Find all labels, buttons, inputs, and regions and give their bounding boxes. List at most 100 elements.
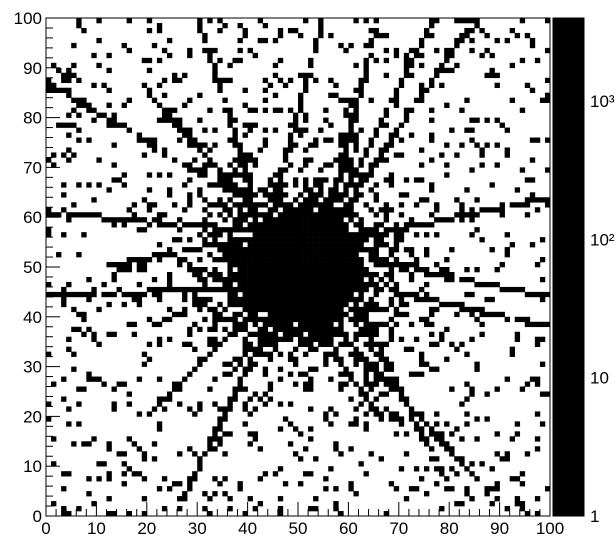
heatmap-cell (91, 52, 97, 59)
heatmap-cell (46, 416, 52, 422)
heatmap-cell (247, 202, 253, 208)
heatmap-cell (393, 237, 400, 243)
heatmap-cell (363, 232, 369, 238)
heatmap-cell (177, 451, 183, 457)
heatmap-cell (308, 291, 314, 298)
heatmap-cell (116, 286, 122, 293)
heatmap-cell (292, 451, 299, 457)
heatmap-cell (308, 336, 314, 342)
heatmap-cell (237, 207, 243, 213)
heatmap-cell (46, 227, 52, 233)
heatmap-cell (358, 92, 364, 98)
heatmap-cell (277, 262, 284, 268)
heatmap-cell (368, 142, 374, 148)
heatmap-cell (429, 431, 435, 437)
heatmap-cell (479, 461, 485, 467)
heatmap-cell (81, 27, 87, 34)
heatmap-cell (313, 286, 319, 293)
heatmap-cell (56, 122, 62, 128)
heatmap-cell (368, 257, 374, 263)
heatmap-cell (504, 152, 510, 158)
heatmap-cell (172, 481, 178, 487)
heatmap-cell (358, 222, 364, 228)
heatmap-cell (303, 311, 309, 318)
heatmap-cell (207, 351, 213, 357)
heatmap-cell (111, 112, 117, 118)
heatmap-cell (247, 262, 253, 268)
heatmap-cell (424, 27, 430, 34)
heatmap-cell (61, 77, 67, 84)
heatmap-cell (282, 222, 289, 228)
heatmap-cell (262, 242, 269, 248)
heatmap-cell (469, 461, 475, 467)
heatmap-cell (96, 62, 102, 69)
heatmap-cell (252, 281, 258, 288)
heatmap-cell (272, 286, 279, 293)
heatmap-cell (282, 147, 289, 153)
heatmap-cell (277, 506, 284, 512)
heatmap-cell (298, 252, 304, 258)
heatmap-cell (434, 262, 440, 268)
heatmap-cell (504, 506, 510, 512)
heatmap-cell (131, 471, 138, 477)
heatmap-cell (318, 286, 324, 293)
heatmap-cell (257, 18, 264, 24)
heatmap-cell (393, 132, 400, 138)
heatmap-cell (313, 496, 319, 502)
heatmap-cell (111, 142, 117, 148)
heatmap-cell (217, 416, 223, 422)
heatmap-cell (66, 336, 72, 342)
heatmap-cell (277, 257, 284, 263)
heatmap-cell (222, 326, 228, 333)
heatmap-cell (116, 381, 122, 387)
heatmap-cell (308, 222, 314, 228)
heatmap-cell (272, 232, 279, 238)
heatmap-cell (101, 82, 107, 89)
heatmap-cell (212, 321, 218, 328)
heatmap-cell (469, 212, 475, 218)
heatmap-cell (429, 187, 435, 193)
heatmap-cell (187, 262, 193, 268)
heatmap-cell (247, 207, 253, 213)
heatmap-cell (303, 316, 309, 323)
heatmap-cell (141, 351, 148, 357)
heatmap-cell (363, 227, 369, 233)
heatmap-cell (177, 217, 183, 223)
heatmap-cell (524, 321, 531, 328)
heatmap-cell (434, 202, 440, 208)
heatmap-cell (277, 167, 284, 173)
heatmap-cell (303, 242, 309, 248)
heatmap-cell (277, 401, 284, 407)
heatmap-cell (207, 162, 213, 168)
heatmap-cell (408, 271, 415, 278)
heatmap-cell (217, 172, 223, 178)
heatmap-cell (363, 57, 369, 64)
heatmap-cell (519, 506, 526, 512)
heatmap-cell (529, 321, 536, 328)
heatmap-cell (76, 401, 82, 407)
heatmap-cell (388, 326, 395, 333)
heatmap-cell (267, 301, 274, 308)
heatmap-cell (323, 177, 329, 183)
heatmap-cell (363, 237, 369, 243)
heatmap-cell (373, 291, 379, 298)
heatmap-cell (464, 127, 470, 133)
heatmap-cell (353, 301, 359, 308)
heatmap-cell (156, 117, 163, 123)
heatmap-cell (313, 202, 319, 208)
heatmap-cell (398, 391, 405, 397)
heatmap-cell (323, 416, 329, 422)
heatmap-cell (363, 376, 369, 382)
heatmap-cell (151, 276, 158, 283)
heatmap-cell (277, 27, 284, 34)
heatmap-cell (303, 257, 309, 263)
heatmap-cell (111, 271, 117, 278)
heatmap-cell (81, 97, 87, 103)
heatmap-cell (217, 27, 223, 34)
heatmap-cell (237, 162, 243, 168)
heatmap-cell (539, 361, 546, 367)
heatmap-cell (51, 212, 57, 218)
heatmap-cell (71, 72, 77, 79)
heatmap-cell (343, 167, 349, 173)
heatmap-cell (217, 436, 223, 442)
